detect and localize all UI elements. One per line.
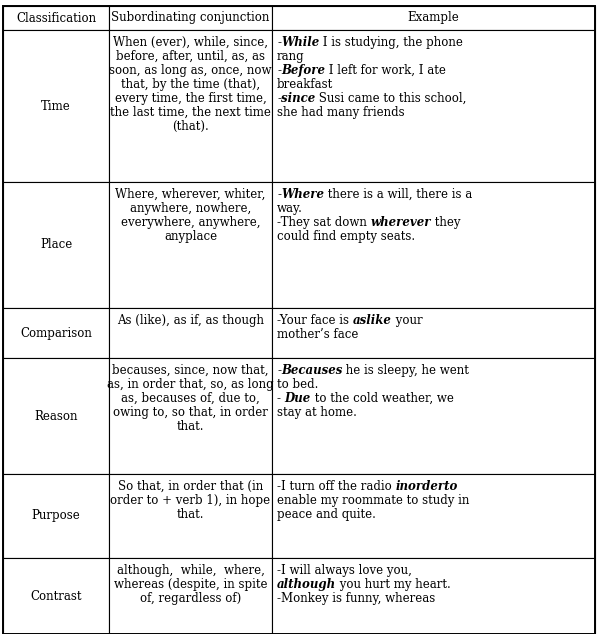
Bar <box>109 182 272 308</box>
Text: Time: Time <box>41 100 71 112</box>
Text: Susi came to this school,: Susi came to this school, <box>315 92 466 105</box>
Text: wherever: wherever <box>371 216 431 229</box>
Bar <box>3 182 109 308</box>
Text: -Monkey is funny, whereas: -Monkey is funny, whereas <box>277 592 435 605</box>
Text: that.: that. <box>177 420 205 433</box>
Text: -: - <box>277 188 281 201</box>
Text: Example: Example <box>408 11 459 25</box>
Text: -: - <box>277 36 281 49</box>
Bar <box>3 308 109 358</box>
Text: Reason: Reason <box>34 410 78 422</box>
Text: he is sleepy, he went: he is sleepy, he went <box>343 364 469 377</box>
Text: mother’s face: mother’s face <box>277 328 358 341</box>
Text: rang: rang <box>277 50 304 63</box>
Bar <box>109 30 272 182</box>
Bar <box>109 308 272 358</box>
Bar <box>109 558 272 634</box>
Text: Comparison: Comparison <box>20 327 92 339</box>
Text: that, by the time (that),: that, by the time (that), <box>121 78 260 91</box>
Bar <box>3 474 109 558</box>
Bar <box>272 558 595 634</box>
Bar <box>3 358 109 474</box>
Bar <box>272 358 595 474</box>
Bar <box>3 30 109 182</box>
Text: the last time, the next time: the last time, the next time <box>110 106 271 119</box>
Text: stay at home.: stay at home. <box>277 406 357 419</box>
Text: -I turn off the radio: -I turn off the radio <box>277 480 395 493</box>
Text: since: since <box>281 92 315 105</box>
Text: I left for work, I ate: I left for work, I ate <box>325 64 446 77</box>
Text: way.: way. <box>277 202 303 215</box>
Bar <box>3 558 109 634</box>
Text: -They sat down: -They sat down <box>277 216 371 229</box>
Text: -: - <box>277 364 281 377</box>
Text: -I will always love you,: -I will always love you, <box>277 564 412 577</box>
Text: I is studying, the phone: I is studying, the phone <box>319 36 463 49</box>
Text: Becauses: Becauses <box>281 364 343 377</box>
Bar <box>3 6 109 30</box>
Text: Contrast: Contrast <box>30 590 82 602</box>
Bar <box>272 30 595 182</box>
Text: order to + verb 1), in hope: order to + verb 1), in hope <box>111 494 270 507</box>
Text: Due: Due <box>285 392 311 405</box>
Text: -: - <box>277 392 285 405</box>
Text: Before: Before <box>281 64 325 77</box>
Text: While: While <box>281 36 319 49</box>
Text: there is a will, there is a: there is a will, there is a <box>324 188 472 201</box>
Text: (that).: (that). <box>172 120 209 133</box>
Bar <box>109 358 272 474</box>
Text: enable my roommate to study in: enable my roommate to study in <box>277 494 469 507</box>
Text: whereas (despite, in spite: whereas (despite, in spite <box>114 578 267 591</box>
Text: -Your face is: -Your face is <box>277 314 353 327</box>
Text: soon, as long as, once, now: soon, as long as, once, now <box>109 64 271 77</box>
Text: As (like), as if, as though: As (like), as if, as though <box>117 314 264 327</box>
Text: Where: Where <box>281 188 324 201</box>
Text: anywhere, nowhere,: anywhere, nowhere, <box>130 202 251 215</box>
Text: to bed.: to bed. <box>277 378 318 391</box>
Text: anyplace: anyplace <box>164 230 217 243</box>
Bar <box>109 6 272 30</box>
Text: breakfast: breakfast <box>277 78 333 91</box>
Text: they: they <box>431 216 460 229</box>
Text: -: - <box>277 64 281 77</box>
Text: inorderto: inorderto <box>395 480 458 493</box>
Text: as, in order that, so, as long: as, in order that, so, as long <box>107 378 274 391</box>
Text: before, after, until, as, as: before, after, until, as, as <box>116 50 265 63</box>
Text: peace and quite.: peace and quite. <box>277 508 376 521</box>
Text: you hurt my heart.: you hurt my heart. <box>336 578 451 591</box>
Text: Purpose: Purpose <box>32 510 80 522</box>
Text: of, regardless of): of, regardless of) <box>140 592 241 605</box>
Text: Classification: Classification <box>16 11 96 25</box>
Text: owing to, so that, in order: owing to, so that, in order <box>113 406 268 419</box>
Text: every time, the first time,: every time, the first time, <box>115 92 266 105</box>
Text: Place: Place <box>40 238 72 252</box>
Text: becauses, since, now that,: becauses, since, now that, <box>112 364 269 377</box>
Bar <box>272 182 595 308</box>
Text: When (ever), while, since,: When (ever), while, since, <box>113 36 268 49</box>
Text: to the cold weather, we: to the cold weather, we <box>311 392 454 405</box>
Text: Where, wherever, whiter,: Where, wherever, whiter, <box>115 188 266 201</box>
Text: although: although <box>277 578 336 591</box>
Text: aslike: aslike <box>353 314 392 327</box>
Text: that.: that. <box>177 508 205 521</box>
Bar <box>109 474 272 558</box>
Text: everywhere, anywhere,: everywhere, anywhere, <box>121 216 260 229</box>
Text: she had many friends: she had many friends <box>277 106 405 119</box>
Bar <box>272 6 595 30</box>
Text: as, becauses of, due to,: as, becauses of, due to, <box>121 392 260 405</box>
Text: could find empty seats.: could find empty seats. <box>277 230 415 243</box>
Text: although,  while,  where,: although, while, where, <box>117 564 264 577</box>
Bar <box>272 474 595 558</box>
Text: -: - <box>277 92 281 105</box>
Text: Subordinating conjunction: Subordinating conjunction <box>111 11 270 25</box>
Bar <box>272 308 595 358</box>
Text: your: your <box>392 314 422 327</box>
Text: So that, in order that (in: So that, in order that (in <box>118 480 263 493</box>
